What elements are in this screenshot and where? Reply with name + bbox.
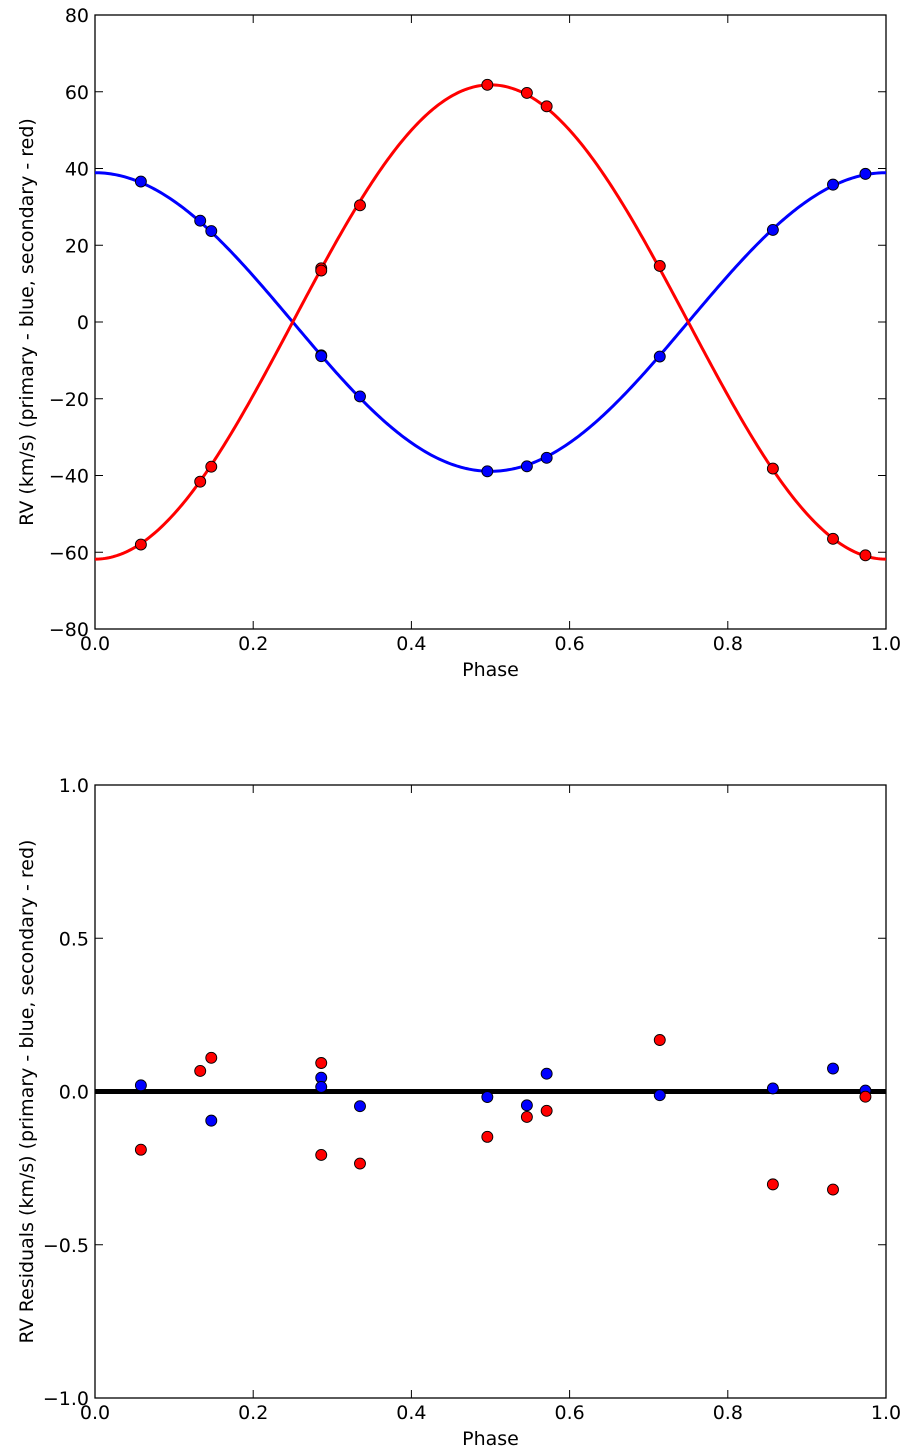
data-point: [134, 538, 147, 551]
data-point: [354, 390, 366, 403]
y-tick-label: 80: [65, 5, 89, 27]
x-tick-label: 1.0: [871, 1402, 901, 1424]
plot-content: [95, 1034, 886, 1196]
data-point: [766, 1082, 779, 1095]
y-axis-title: RV (km/s) (primary - blue, secondary - r…: [16, 118, 38, 526]
data-point: [315, 264, 328, 277]
y-tick-label: 40: [65, 159, 89, 181]
y-tick-label: −1.0: [43, 1388, 89, 1410]
data-point: [354, 1157, 366, 1170]
data-point: [520, 460, 533, 473]
y-tick-label: 0.0: [59, 1082, 89, 1104]
data-point: [520, 1099, 533, 1112]
x-tick-label: 1.0: [871, 633, 901, 655]
data-point: [134, 1079, 147, 1092]
data-point: [520, 1110, 533, 1123]
y-tick-label: 0.5: [59, 928, 89, 950]
data-point: [827, 178, 839, 191]
y-tick-label: 1.0: [59, 775, 89, 797]
data-point: [653, 1034, 666, 1046]
data-point: [766, 1178, 779, 1191]
x-tick-label: 0.0: [80, 1402, 110, 1424]
x-tick-label: 0.2: [238, 1402, 268, 1424]
data-point: [315, 1057, 328, 1069]
data-point: [540, 451, 553, 464]
x-tick-label: 0.4: [396, 633, 426, 655]
data-point: [766, 223, 779, 236]
x-tick-label: 0.4: [396, 1402, 426, 1424]
data-point: [653, 350, 666, 363]
data-point: [205, 460, 218, 473]
y-tick-label: 60: [65, 82, 89, 104]
x-tick-label: 0.8: [713, 633, 743, 655]
data-point: [315, 350, 328, 363]
data-point: [194, 214, 207, 227]
x-tick-label: 0.8: [713, 1402, 743, 1424]
data-point: [859, 1090, 872, 1103]
data-point: [481, 465, 494, 478]
data-point: [315, 1148, 328, 1161]
x-tick-label: 0.6: [554, 633, 584, 655]
data-point: [481, 78, 494, 91]
x-tick-label: 0.0: [80, 633, 110, 655]
rv-panel: 0.0 0.2 0.4 0.6 0.8 1.0 80 60 40 20 0 −20 −40 −60 −80 P…: [16, 5, 901, 681]
y-tick-label: 20: [65, 235, 89, 257]
x-axis-title: Phase: [462, 659, 519, 681]
data-point: [134, 175, 147, 188]
data-point: [205, 225, 218, 238]
data-point: [859, 167, 872, 180]
data-point: [653, 1089, 666, 1102]
data-point: [205, 1114, 218, 1127]
data-point: [827, 1062, 839, 1075]
data-point: [859, 549, 872, 562]
data-point: [766, 462, 779, 475]
y-tick-label: −0.5: [43, 1235, 89, 1257]
data-point: [354, 199, 366, 212]
y-tick-label: −20: [49, 389, 89, 411]
y-tick-label: −60: [49, 542, 89, 564]
y-tick-label: 0: [77, 312, 89, 334]
data-point: [134, 1143, 147, 1156]
data-point: [520, 86, 533, 99]
data-point: [540, 100, 553, 113]
y-axis-title: RV Residuals (km/s) (primary - blue, sec…: [16, 840, 38, 1344]
data-point: [194, 1065, 207, 1077]
data-point: [315, 1080, 328, 1093]
data-point: [481, 1130, 494, 1143]
data-point: [827, 1183, 839, 1196]
y-tick-label: −40: [49, 466, 89, 488]
data-point: [827, 532, 839, 545]
data-point: [540, 1067, 553, 1080]
plot-area: [94, 14, 887, 630]
x-tick-label: 0.2: [238, 633, 268, 655]
data-point: [354, 1100, 366, 1113]
data-point: [194, 475, 207, 488]
data-point: [653, 260, 666, 272]
plot-content: [95, 78, 886, 562]
data-point: [540, 1104, 553, 1117]
x-axis-title: Phase: [462, 1428, 519, 1450]
y-tick-label: −80: [49, 619, 89, 641]
data-point: [205, 1051, 218, 1064]
x-tick-label: 0.6: [554, 1402, 584, 1424]
data-point: [481, 1091, 494, 1103]
residuals-panel: 0.0 0.2 0.4 0.6 0.8 1.0 1.0 0.5 0.0 −0.5 −1.0 Phase…: [16, 775, 901, 1450]
